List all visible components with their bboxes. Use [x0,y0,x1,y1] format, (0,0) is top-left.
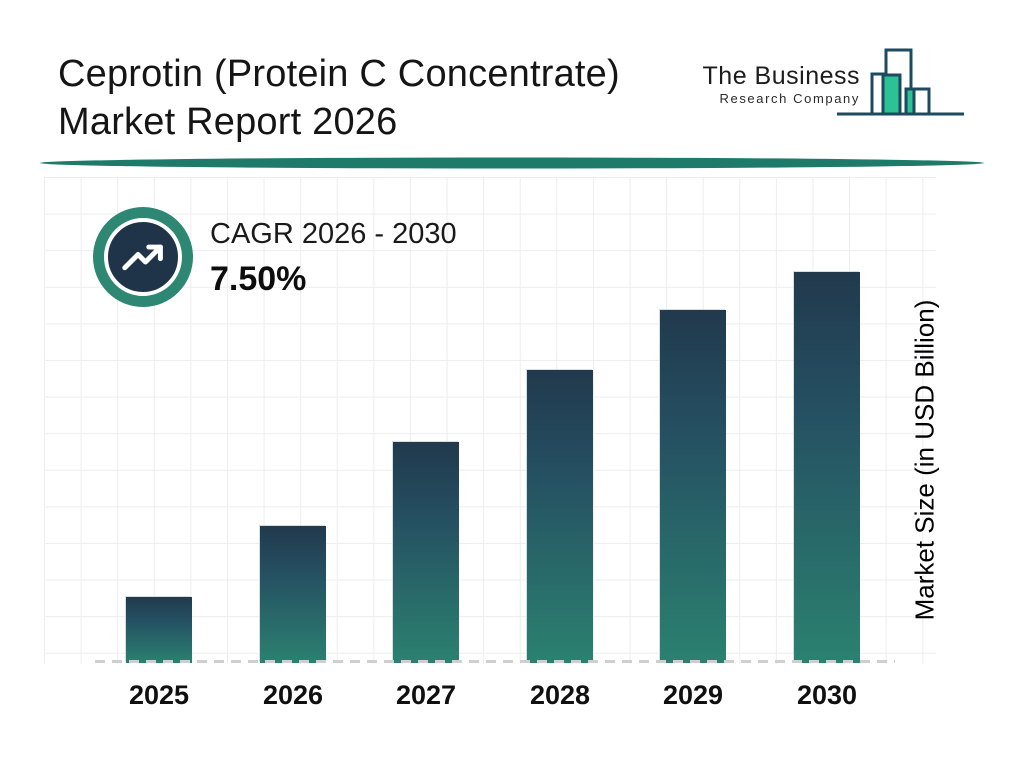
bar-2028 [527,370,593,663]
bar-2025 [126,597,192,663]
cagr-label: CAGR 2026 - 2030 [210,218,457,250]
x-axis-baseline [95,660,895,663]
bar-2026 [260,526,326,663]
x-tick-label-2028: 2028 [529,680,591,710]
x-tick-label-2025: 2025 [128,680,190,710]
bar-2027 [393,442,459,663]
company-subtitle: Research Company [719,91,860,106]
trending-up-icon [122,244,163,271]
x-tick-label-2027: 2027 [395,680,457,710]
page-title-line2: Market Report 2026 [58,101,398,143]
cagr-value: 7.50% [210,260,307,298]
x-tick-label-2029: 2029 [662,680,724,710]
plot-grid [44,177,936,664]
cagr-badge [104,218,182,296]
page-title: Ceprotin (Protein C Concentrate) Market … [58,50,620,146]
x-tick-label-2026: 2026 [262,680,324,710]
x-tick-label-2030: 2030 [796,680,858,710]
bar-2030 [794,272,860,663]
company-logo: The Business Research Company [703,40,982,130]
y-axis-label: Market Size (in USD Billion) [909,299,940,621]
company-name: The Business [702,62,860,90]
header-divider [40,157,984,169]
company-logo-text: The Business Research Company [703,62,860,106]
skyline-bars-icon [837,48,964,116]
page-title-line1: Ceprotin (Protein C Concentrate) [58,53,620,95]
bar-2029 [660,310,726,663]
